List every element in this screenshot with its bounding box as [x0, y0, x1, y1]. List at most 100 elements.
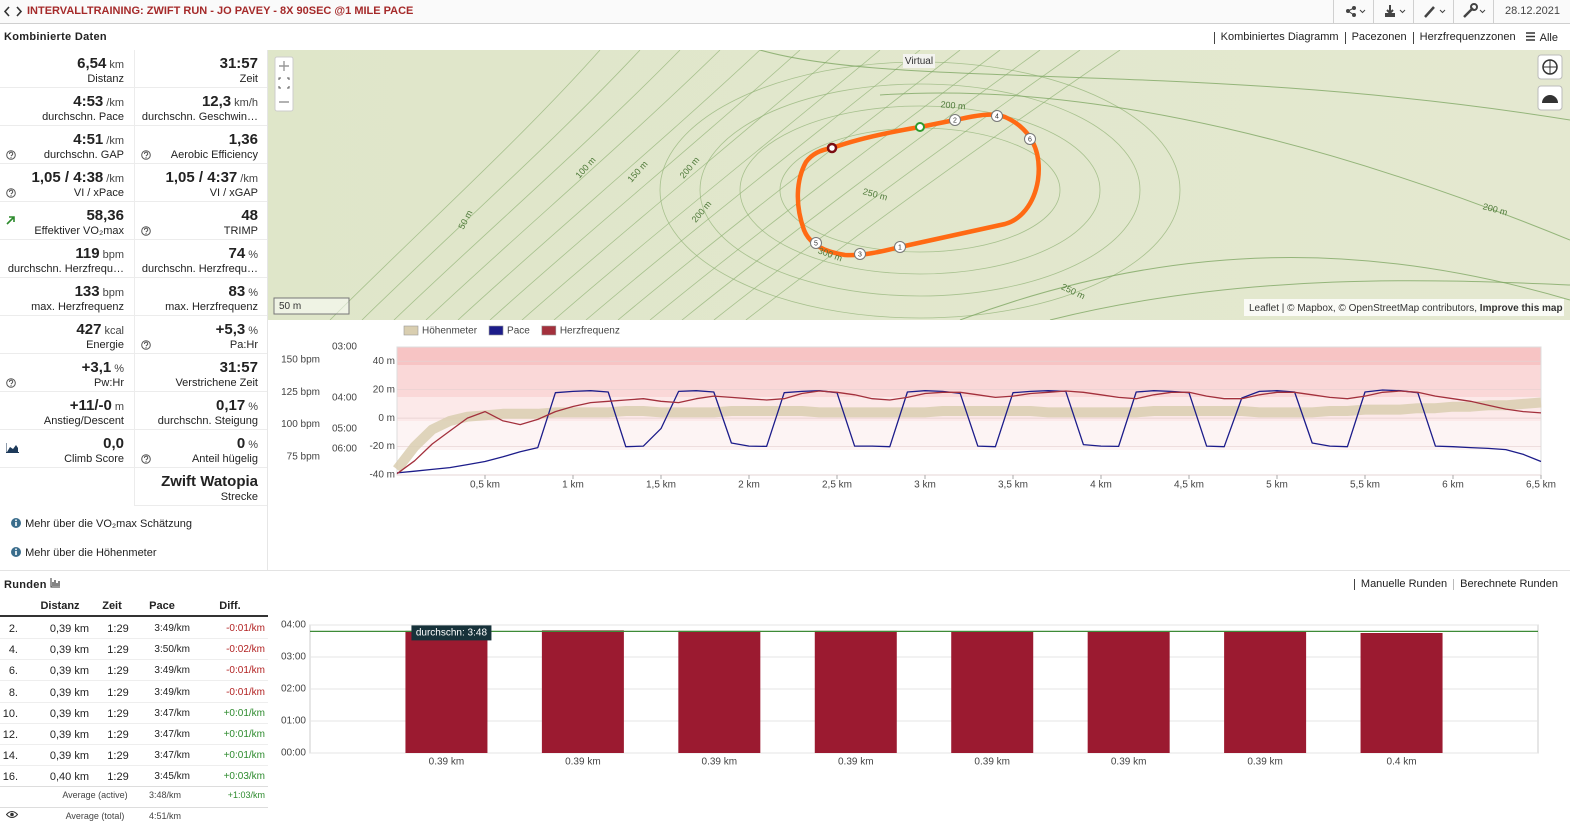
footer-cell: Average (active) [62, 790, 128, 800]
zoom-icons [279, 61, 289, 103]
tab[interactable]: Pacezonen [1344, 32, 1413, 44]
lap-marker-label: 3 [858, 251, 862, 258]
row-rule [0, 680, 268, 682]
lap-cell: 0,39 km [49, 707, 89, 720]
row-rule [0, 659, 268, 661]
row-rule [0, 722, 268, 724]
stat-cell: 31:57 Verstrichene Zeit [134, 354, 268, 392]
lap-cell: 1:29 [107, 707, 129, 720]
stat-cell: 119 bpm durchschn. Herzfrequ… [0, 240, 134, 278]
bar[interactable] [541, 630, 624, 753]
map-badge: Virtual [905, 56, 933, 67]
trend-icon [6, 215, 16, 228]
chart-tabs: Kombiniertes Diagramm Pacezonen Herzfreq… [1213, 32, 1564, 44]
bar[interactable] [1360, 633, 1443, 753]
stat-unit: % [248, 439, 258, 451]
stat-value-line: 1,05 / 4:38/km [32, 169, 124, 186]
tools-button[interactable] [1453, 0, 1494, 23]
legend-swatch[interactable] [403, 325, 419, 336]
attribution: Leaflet | © Mapbox, © OpenStreetMap cont… [1249, 303, 1563, 314]
download-button[interactable] [1373, 0, 1414, 23]
help-icon[interactable] [141, 340, 151, 353]
stat-label: max. Herzfrequenz [165, 301, 258, 313]
help-icon[interactable] [141, 226, 151, 239]
stat-label: durchschn. Herzfrequ… [7, 263, 124, 275]
y-tick-label: 00:00 [281, 748, 306, 759]
stat-value-line: 1,36 [229, 131, 258, 148]
laps-title: Runden [4, 579, 47, 591]
x-tick-label: 5,5 km [1350, 480, 1380, 491]
lap-cell: 0,39 km [49, 644, 89, 657]
divider [267, 50, 268, 570]
eye-icon[interactable] [5, 810, 19, 822]
stat-value: 74 [228, 245, 246, 262]
stat-label: durchschn. GAP [43, 149, 124, 161]
stat-value-line: 74% [229, 245, 258, 262]
stat-value: 0,0 [103, 435, 124, 452]
info-link[interactable]: Mehr über die VO₂max Schätzung [10, 517, 192, 530]
stat-unit: bpm [102, 287, 124, 299]
stat-value-line: +5,3% [216, 321, 258, 338]
x-tick-label: 0.39 km [429, 757, 465, 768]
tab[interactable]: Kombiniertes Diagramm [1213, 32, 1345, 44]
legend-swatch[interactable] [541, 325, 557, 336]
scale-label: 50 m [279, 301, 301, 312]
stat-value-line: 0,17% [216, 397, 258, 414]
improve-link[interactable]: Improve this map [1480, 303, 1563, 314]
edit-button[interactable] [1413, 0, 1454, 23]
bar[interactable] [405, 630, 488, 753]
contour-line [521, 50, 841, 320]
stat-cell: 0,0 Climb Score [0, 430, 134, 468]
help-icon[interactable] [141, 150, 151, 163]
legend-label[interactable]: Pace [507, 326, 530, 337]
stat-value-line: 0% [237, 435, 258, 452]
stat-value: 83 [228, 283, 246, 300]
lap-marker-label: 6 [1028, 136, 1032, 143]
zoom-controls[interactable] [274, 56, 294, 112]
stat-value: 31:57 [219, 359, 258, 376]
stat-value: +5,3 [215, 321, 246, 338]
stat-cell: 133 bpm max. Herzfrequenz [0, 278, 134, 316]
stat-label: Climb Score [64, 453, 124, 465]
legend-swatch[interactable] [488, 325, 504, 336]
bar[interactable] [1087, 631, 1170, 753]
legend-label[interactable]: Höhenmeter [422, 326, 478, 337]
info-link[interactable]: Mehr über die Höhenmeter [10, 546, 157, 559]
stat-value: 133 [74, 283, 100, 300]
help-icon[interactable] [141, 454, 151, 467]
lap-cell: +0:01/km [223, 729, 265, 740]
nav-arrows[interactable] [3, 6, 25, 17]
bar[interactable] [814, 630, 897, 753]
fullscreen-icon[interactable] [278, 77, 290, 89]
share-button[interactable] [1333, 0, 1374, 23]
bar[interactable] [951, 631, 1034, 753]
stat-value: +3,1 [81, 359, 112, 376]
lap-cell: 1:29 [107, 686, 129, 699]
tab[interactable]: Berechnete Runden [1453, 579, 1564, 590]
stat-value-line: 0,0 [103, 435, 124, 452]
y-tick-label: 03:00 [281, 652, 306, 663]
stat-label: TRIMP [223, 225, 258, 237]
bar[interactable] [678, 630, 761, 753]
help-icon[interactable] [6, 378, 16, 391]
help-icon[interactable] [6, 188, 16, 201]
tab[interactable]: Alle [1522, 32, 1564, 44]
legend-label[interactable]: Herzfrequenz [560, 326, 620, 337]
stat-unit: % [248, 249, 258, 261]
lap-marker [1024, 133, 1036, 145]
tab[interactable]: Herzfrequenzzonen [1412, 32, 1522, 44]
stat-value-line: +3,1% [82, 359, 124, 376]
activity-title: INTERVALLTRAINING: ZWIFT RUN - JO PAVEY … [27, 5, 414, 17]
chart-icon[interactable] [50, 578, 61, 588]
stat-cell: 58,36 Effektiver VO₂max [0, 202, 134, 240]
bar[interactable] [1224, 631, 1307, 753]
stat-value-line: 48 [241, 207, 258, 224]
stat-value: 48 [241, 207, 258, 224]
tab[interactable]: Manuelle Runden [1353, 579, 1453, 590]
x-tick-label: 2 km [738, 480, 760, 491]
stat-label: Verstrichene Zeit [175, 377, 258, 389]
x-tick-label: 0.4 km [1387, 757, 1417, 768]
lap-cell: 0,39 km [49, 729, 89, 741]
help-icon[interactable] [6, 150, 16, 163]
